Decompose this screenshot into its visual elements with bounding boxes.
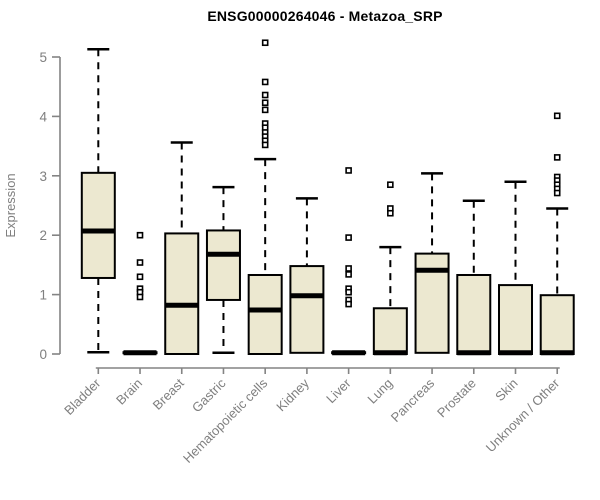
outlier-point	[345, 234, 352, 241]
box-prostate	[456, 199, 492, 356]
box-pancreas	[414, 172, 450, 354]
box-kidney	[289, 197, 325, 354]
outlier-point	[261, 99, 269, 107]
outlier-point	[261, 106, 269, 114]
outlier-point	[261, 39, 269, 47]
outlier-point	[345, 265, 352, 272]
x-tick-label: Pancreas	[388, 375, 438, 425]
y-tick-label: 4	[39, 109, 47, 124]
outlier-point	[553, 112, 561, 120]
box-iqr	[498, 284, 533, 356]
box-iqr	[289, 265, 325, 354]
box-iqr	[80, 171, 116, 279]
box-hematopoietic-cells	[247, 39, 283, 355]
x-tick-label: Lung	[364, 376, 395, 407]
box-iqr	[205, 229, 241, 301]
outlier-point	[261, 91, 269, 99]
x-tick-label: Skin	[492, 376, 520, 404]
chart-title: ENSG00000264046 - Metazoa_SRP	[207, 8, 443, 24]
y-tick-label: 2	[39, 228, 47, 243]
box-iqr	[456, 273, 492, 355]
outlier-point	[261, 78, 269, 86]
outlier-point	[261, 141, 269, 149]
outlier-point	[387, 181, 394, 189]
box-iqr	[164, 232, 200, 355]
box-iqr	[247, 273, 283, 355]
outlier-point	[553, 189, 561, 197]
x-tick-label: Unknown / Other	[483, 375, 563, 455]
x-tick-label: Breast	[150, 375, 187, 412]
outlier-point	[136, 273, 144, 281]
box-breast	[164, 141, 200, 355]
outlier-point	[136, 259, 144, 266]
box-brain	[122, 231, 158, 356]
box-liver	[331, 167, 367, 356]
box-bladder	[80, 48, 116, 354]
outlier-point	[345, 300, 352, 308]
box-iqr	[539, 294, 575, 355]
outlier-point	[136, 231, 144, 239]
box-iqr	[372, 307, 408, 355]
y-axis-title: Expression	[3, 173, 18, 237]
x-tick-label: Prostate	[434, 376, 479, 421]
outlier-point	[136, 293, 144, 301]
x-tick-label: Gastric	[189, 375, 229, 415]
box-unknown-other	[539, 112, 575, 356]
y-tick-label: 0	[39, 347, 47, 362]
box-skin	[498, 180, 533, 356]
box-gastric	[205, 185, 241, 355]
outlier-point	[387, 209, 394, 217]
outlier-point	[345, 288, 352, 296]
box-lung	[372, 181, 408, 356]
x-tick-label: Brain	[113, 376, 145, 408]
y-tick-label: 5	[39, 50, 47, 65]
x-tick-label: Liver	[323, 375, 354, 406]
y-tick-label: 3	[39, 169, 47, 184]
y-tick-label: 1	[39, 288, 47, 303]
outlier-point	[345, 271, 352, 278]
outlier-point	[345, 167, 352, 174]
outlier-point	[553, 154, 561, 161]
x-tick-label: Kidney	[273, 375, 312, 414]
x-tick-label: Bladder	[61, 375, 104, 418]
